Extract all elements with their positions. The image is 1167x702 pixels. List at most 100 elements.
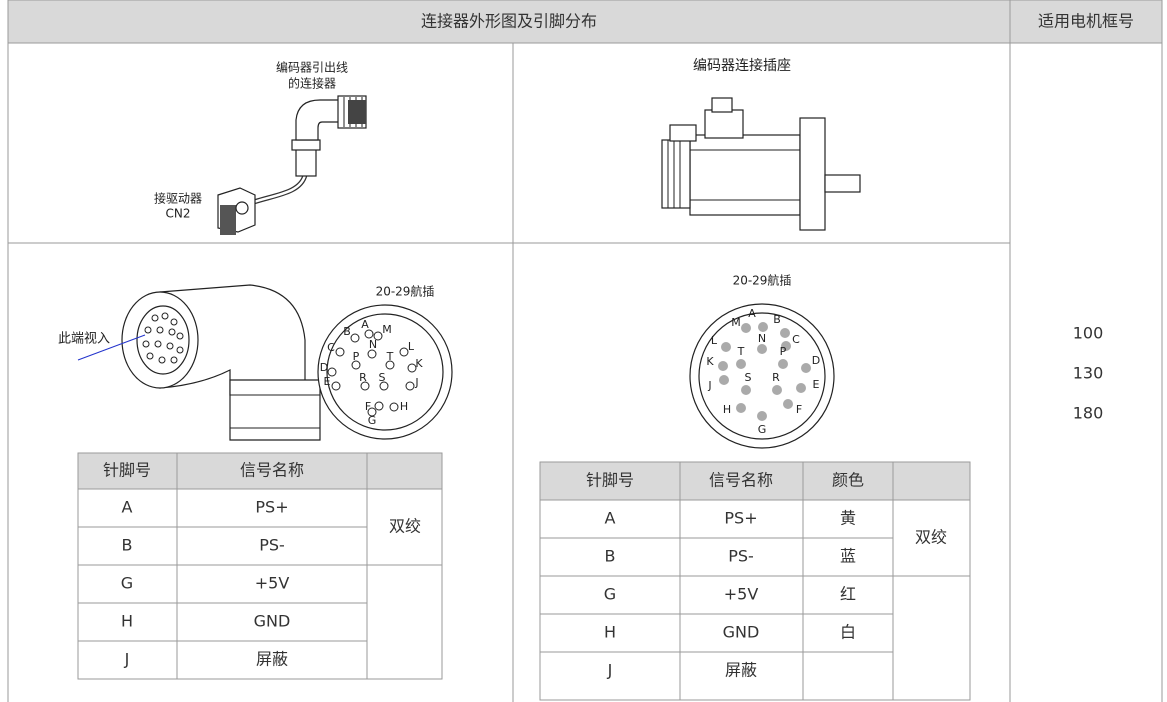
- pin-label: P: [353, 350, 360, 363]
- plug-table-grid: [77, 452, 443, 680]
- pin-contact: [757, 411, 767, 421]
- table-header: 针脚号: [103, 461, 151, 480]
- pin-contact: [757, 344, 767, 354]
- pin-label: R: [772, 371, 780, 384]
- pin-label: H: [400, 400, 408, 413]
- pin-contact: [736, 403, 746, 413]
- table-cell-pair: 双绞: [389, 517, 421, 536]
- table-cell-pair: 双绞: [915, 528, 947, 547]
- pin-hole: [374, 401, 384, 411]
- pin-hole: [399, 347, 409, 357]
- pin-label: K: [415, 357, 423, 370]
- pin-label: M: [731, 316, 741, 329]
- pin-contact: [801, 363, 811, 373]
- pin-label: F: [796, 403, 802, 416]
- table-cell: 蓝: [840, 547, 856, 566]
- table-cell: H: [604, 623, 616, 642]
- outer-borders: [7, 0, 1163, 702]
- pin-hole: [327, 367, 337, 377]
- pin-label: E: [324, 375, 331, 388]
- pin-contact: [778, 359, 788, 369]
- pin-hole: [367, 349, 377, 359]
- pin-label: J: [707, 379, 711, 392]
- table-cell: PS-: [259, 536, 285, 555]
- table-cell: B: [605, 547, 616, 566]
- header-title: 连接器外形图及引脚分布: [421, 12, 597, 31]
- table-cell: +5V: [255, 574, 290, 593]
- pin-label: D: [320, 361, 328, 374]
- table-cell: G: [604, 585, 616, 604]
- table-cell: GND: [723, 623, 760, 642]
- pin-label: P: [780, 345, 787, 358]
- view-label: 此端视入: [58, 332, 110, 347]
- driver-label: 接驱动器: [154, 191, 202, 206]
- header-bg: [8, 0, 1162, 43]
- pin-contact: [781, 341, 791, 351]
- table-cell: G: [121, 574, 133, 593]
- pin-contact: [783, 399, 793, 409]
- pin-label: F: [365, 400, 371, 413]
- pin-contact: [718, 361, 728, 371]
- table-cell: H: [121, 612, 133, 631]
- table-cell: +5V: [724, 585, 759, 604]
- driver-label: CN2: [166, 207, 191, 221]
- pin-label: N: [369, 338, 377, 351]
- pin-hole: [360, 381, 370, 391]
- cable-connector-label: 的连接器: [288, 76, 336, 91]
- table-header: 针脚号: [586, 471, 634, 490]
- pin-label: N: [758, 332, 766, 345]
- pin-contact: [741, 323, 751, 333]
- table-header: 信号名称: [709, 471, 773, 490]
- diagram-title: 20-29航插: [733, 273, 792, 288]
- table-cell: B: [122, 536, 133, 555]
- pin-hole: [385, 360, 395, 370]
- pin-hole: [367, 407, 377, 417]
- pin-label: S: [379, 371, 386, 384]
- cable-drawing: [217, 95, 367, 235]
- pin-hole: [405, 381, 415, 391]
- pin-hole: [331, 381, 341, 391]
- pin-label: C: [792, 333, 800, 346]
- table-header: 信号名称: [240, 461, 304, 480]
- pin-hole: [373, 331, 383, 341]
- pin-contact: [780, 328, 790, 338]
- pin-contact: [719, 375, 729, 385]
- pin-hole: [364, 329, 374, 339]
- table-cell: 白: [840, 623, 856, 642]
- header-frame: 适用电机框号: [1038, 12, 1134, 31]
- table-cell: A: [605, 509, 616, 528]
- pin-contact: [741, 385, 751, 395]
- pin-contact: [758, 322, 768, 332]
- pin-label: S: [745, 371, 752, 384]
- table-cell: 屏蔽: [256, 650, 288, 669]
- table-cell: J: [607, 661, 613, 680]
- pin-label: H: [723, 403, 731, 416]
- pin-label: C: [327, 341, 335, 354]
- table-cell: 屏蔽: [725, 661, 757, 680]
- pin-hole: [389, 402, 399, 412]
- table-header: 颜色: [832, 471, 864, 490]
- table-cell: 黄: [840, 509, 856, 528]
- pin-contact: [736, 359, 746, 369]
- pin-hole: [407, 363, 417, 373]
- pin-label: T: [386, 350, 394, 363]
- pin-contact: [721, 342, 731, 352]
- motor-drawing: [661, 97, 861, 231]
- table-cell: A: [122, 498, 133, 517]
- table-cell: 红: [840, 585, 856, 604]
- frame-size: 130: [1073, 364, 1104, 383]
- table-cell: PS+: [255, 498, 288, 517]
- pin-label: A: [748, 307, 756, 320]
- pin-label: D: [812, 354, 820, 367]
- pin-label: J: [414, 376, 418, 389]
- pin-hole: [350, 333, 360, 343]
- frame-size: 100: [1073, 324, 1104, 343]
- table-cell: PS+: [724, 509, 757, 528]
- pin-label: T: [737, 345, 745, 358]
- socket-label: 编码器连接插座: [693, 57, 791, 74]
- pin-contact: [772, 385, 782, 395]
- pin-label: A: [361, 318, 369, 331]
- table-cell: J: [124, 650, 130, 669]
- pin-label: L: [408, 340, 415, 353]
